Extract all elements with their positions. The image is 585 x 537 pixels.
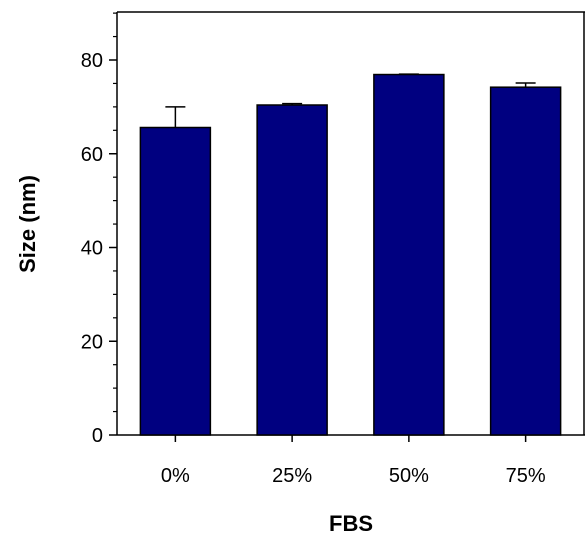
bar bbox=[373, 73, 445, 436]
bar bbox=[256, 104, 328, 436]
y-ticks: 0 20 40 60 80 bbox=[81, 12, 117, 447]
y-axis-title: Size (nm) bbox=[15, 175, 40, 273]
x-tick-label: 50% bbox=[389, 465, 429, 487]
y-tick-label: 60 bbox=[81, 144, 103, 166]
bar bbox=[139, 126, 212, 436]
bar bbox=[489, 86, 562, 436]
bars bbox=[139, 73, 562, 436]
x-tick-label: 75% bbox=[506, 465, 546, 487]
y-tick-label: 40 bbox=[81, 238, 103, 260]
x-axis-title: FBS bbox=[329, 511, 373, 536]
y-tick-label: 80 bbox=[81, 50, 103, 72]
x-tick-label: 0% bbox=[161, 465, 190, 487]
y-tick-label: 0 bbox=[92, 425, 103, 447]
y-tick-label: 20 bbox=[81, 331, 103, 353]
x-tick-labels: 0% 25% 50% 75% bbox=[161, 435, 546, 487]
x-tick-label: 25% bbox=[272, 465, 312, 487]
